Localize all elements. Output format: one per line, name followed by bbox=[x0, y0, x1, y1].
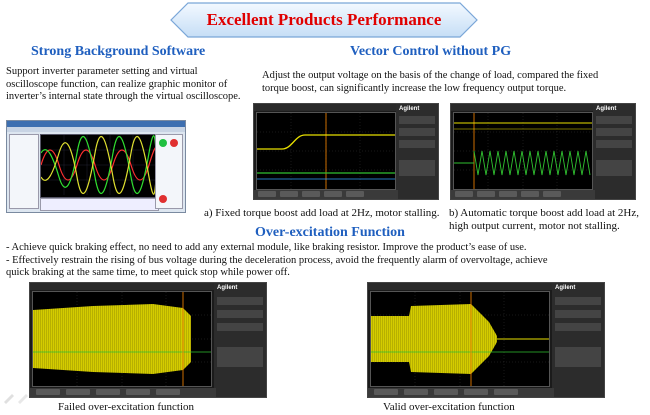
scope-header bbox=[30, 283, 266, 290]
scope-softkey bbox=[346, 191, 364, 197]
overexcitation-description: - Achieve quick braking effect, no need … bbox=[6, 242, 646, 280]
scope-fixed-torque: Agilent bbox=[253, 103, 439, 200]
scope-traces bbox=[371, 292, 549, 386]
scope-softkey bbox=[156, 389, 180, 395]
scope-softkey bbox=[374, 389, 398, 395]
vector-line: torque boost, can significantly increase… bbox=[262, 82, 567, 94]
scope-softkey bbox=[280, 191, 298, 197]
scope-softkey bbox=[324, 191, 342, 197]
scope-side-panel: Agilent bbox=[214, 283, 266, 397]
scope-softkey bbox=[477, 191, 495, 197]
scope-softkey bbox=[258, 191, 276, 197]
banner-arrow-shape bbox=[170, 2, 478, 38]
scope-side-panel: Agilent bbox=[593, 104, 635, 199]
caption-automatic-torque: b) Automatic torque boost add load at 2H… bbox=[449, 207, 639, 233]
software-toolbar bbox=[7, 127, 185, 132]
scope-screen bbox=[453, 112, 593, 190]
scope-header bbox=[254, 104, 438, 111]
caption-line: high output current, motor not stalling. bbox=[449, 220, 620, 232]
scope-side-panel: Agilent bbox=[552, 283, 604, 397]
scope-readout bbox=[555, 347, 601, 367]
scope-softkey bbox=[96, 389, 120, 395]
scope-header bbox=[451, 104, 635, 111]
caption-fixed-torque: a) Fixed torque boost add load at 2Hz, m… bbox=[204, 207, 440, 219]
software-window-titlebar bbox=[7, 121, 185, 127]
scope-readout bbox=[596, 128, 632, 136]
scope-brand: Agilent bbox=[399, 106, 420, 112]
pen-icon[interactable] bbox=[2, 390, 32, 411]
scope-brand: Agilent bbox=[217, 285, 238, 291]
overexcitation-line: - Effectively restrain the rising of bus… bbox=[6, 254, 548, 266]
virtual-oscilloscope-graph bbox=[40, 134, 159, 198]
scope-softkey bbox=[494, 389, 518, 395]
scope-softkey bbox=[434, 389, 458, 395]
scope-softkey bbox=[499, 191, 517, 197]
software-indicator-panel bbox=[155, 134, 183, 209]
scope-readout bbox=[596, 116, 632, 124]
indicator-light bbox=[170, 139, 178, 147]
scope-softkey bbox=[543, 191, 561, 197]
scope-readout bbox=[217, 310, 263, 318]
software-screenshot bbox=[6, 120, 186, 213]
software-parameter-panel bbox=[9, 134, 39, 209]
scope-readout bbox=[555, 310, 601, 318]
scope-softkey bbox=[455, 191, 473, 197]
scope-readout bbox=[399, 160, 435, 176]
scope-readout bbox=[596, 140, 632, 148]
scope-readout bbox=[555, 297, 601, 305]
scope-softkeys bbox=[368, 388, 554, 397]
scope-softkeys bbox=[254, 190, 398, 199]
software-heading: Strong Background Software bbox=[31, 44, 206, 59]
page-title: Excellent Products Performance bbox=[206, 10, 442, 29]
scope-traces bbox=[257, 113, 395, 189]
scope-softkey bbox=[302, 191, 320, 197]
caption-valid-overexcitation: Valid over-excitation function bbox=[383, 401, 515, 413]
scope-brand: Agilent bbox=[555, 285, 576, 291]
title-banner: Excellent Products Performance bbox=[170, 2, 478, 38]
vector-line: Adjust the output voltage on the basis o… bbox=[262, 70, 599, 81]
scope-automatic-torque: Agilent bbox=[450, 103, 636, 200]
vector-heading: Vector Control without PG bbox=[350, 44, 512, 59]
scope-softkey bbox=[404, 389, 428, 395]
scope-readout bbox=[217, 323, 263, 331]
scope-softkey bbox=[521, 191, 539, 197]
scope-readout bbox=[399, 128, 435, 136]
scope-valid-overexcitation: Agilent bbox=[367, 282, 605, 398]
indicator-light bbox=[159, 139, 167, 147]
scope-readout bbox=[217, 297, 263, 305]
scope-softkey bbox=[126, 389, 150, 395]
scope-header bbox=[368, 283, 604, 290]
caption-failed-overexcitation: Failed over-excitation function bbox=[58, 401, 195, 413]
scope-screen bbox=[370, 291, 550, 387]
scope-traces bbox=[454, 113, 592, 189]
overexcitation-line: quick braking at the same time, to meet … bbox=[6, 267, 290, 278]
vector-description: Adjust the output voltage on the basis o… bbox=[262, 70, 647, 95]
software-description: Support inverter parameter setting and v… bbox=[6, 66, 251, 104]
scope-readout bbox=[399, 116, 435, 124]
sine-waves bbox=[40, 135, 157, 195]
indicator-light bbox=[159, 195, 167, 203]
software-status-area bbox=[40, 198, 159, 211]
scope-softkey bbox=[464, 389, 488, 395]
software-line: Support inverter parameter setting and v… bbox=[6, 66, 198, 77]
scope-failed-overexcitation: Agilent bbox=[29, 282, 267, 398]
scope-softkey bbox=[66, 389, 90, 395]
scope-softkey bbox=[36, 389, 60, 395]
scope-softkeys bbox=[30, 388, 216, 397]
scope-screen bbox=[256, 112, 396, 190]
scope-readout bbox=[596, 160, 632, 176]
scope-brand: Agilent bbox=[596, 106, 617, 112]
overexcitation-heading: Over-excitation Function bbox=[255, 225, 405, 240]
scope-traces bbox=[33, 292, 211, 386]
scope-softkeys bbox=[451, 190, 595, 199]
overexcitation-line: - Achieve quick braking effect, no need … bbox=[6, 242, 527, 253]
software-line: inverter’s internal state through the vi… bbox=[6, 91, 241, 102]
scope-screen bbox=[32, 291, 212, 387]
software-line: oscilloscope function, can realize graph… bbox=[6, 78, 228, 90]
caption-line: b) Automatic torque boost add load at 2H… bbox=[449, 207, 640, 219]
scope-readout bbox=[217, 347, 263, 367]
scope-readout bbox=[399, 140, 435, 148]
scope-readout bbox=[555, 323, 601, 331]
scope-side-panel: Agilent bbox=[396, 104, 438, 199]
